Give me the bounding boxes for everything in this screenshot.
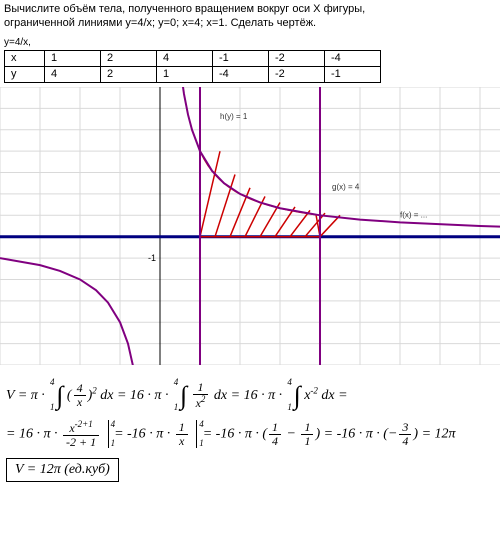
- problem-statement: Вычислите объём тела, полученного вращен…: [0, 0, 500, 31]
- derivation: V = π · 41∫ (4x)2 dx = 16 · π · 41∫ 1x2 …: [0, 365, 500, 449]
- integral-sign: ∫: [56, 381, 63, 410]
- x-3: -1: [213, 50, 269, 66]
- y-2: 1: [157, 66, 213, 82]
- chart: h(y) = 1 g(x) = 4 f(x) = ... -1: [0, 87, 500, 365]
- th-y: y: [5, 66, 45, 82]
- value-table: x 1 2 4 -1 -2 -4 y 4 2 1 -4 -2 -1: [4, 50, 381, 83]
- y-5: -1: [325, 66, 381, 82]
- function-label: y=4/x,: [0, 37, 500, 48]
- svg-text:-1: -1: [148, 253, 156, 263]
- formula-line2: = 16 · π · x-2+1-2 + 1 41 = -16 · π · 1x…: [6, 420, 494, 448]
- x-1: 2: [101, 50, 157, 66]
- x-4: -2: [269, 50, 325, 66]
- answer-box: V = 12π (ед.куб): [6, 458, 119, 482]
- y-3: -4: [213, 66, 269, 82]
- x-2: 4: [157, 50, 213, 66]
- svg-text:g(x) = 4: g(x) = 4: [332, 182, 360, 191]
- problem-line2: ограниченной линиями y=4/x; y=0; x=4; x=…: [4, 17, 316, 29]
- svg-text:f(x) = ...: f(x) = ...: [400, 210, 427, 219]
- x-0: 1: [45, 50, 101, 66]
- y-0: 4: [45, 66, 101, 82]
- th-x: x: [5, 50, 45, 66]
- y-4: -2: [269, 66, 325, 82]
- y-1: 2: [101, 66, 157, 82]
- x-5: -4: [325, 50, 381, 66]
- problem-line1: Вычислите объём тела, полученного вращен…: [4, 3, 365, 15]
- svg-text:h(y) = 1: h(y) = 1: [220, 112, 248, 121]
- formula-line1: V = π · 41∫ (4x)2 dx = 16 · π · 41∫ 1x2 …: [6, 371, 494, 420]
- chart-svg: h(y) = 1 g(x) = 4 f(x) = ... -1: [0, 87, 500, 365]
